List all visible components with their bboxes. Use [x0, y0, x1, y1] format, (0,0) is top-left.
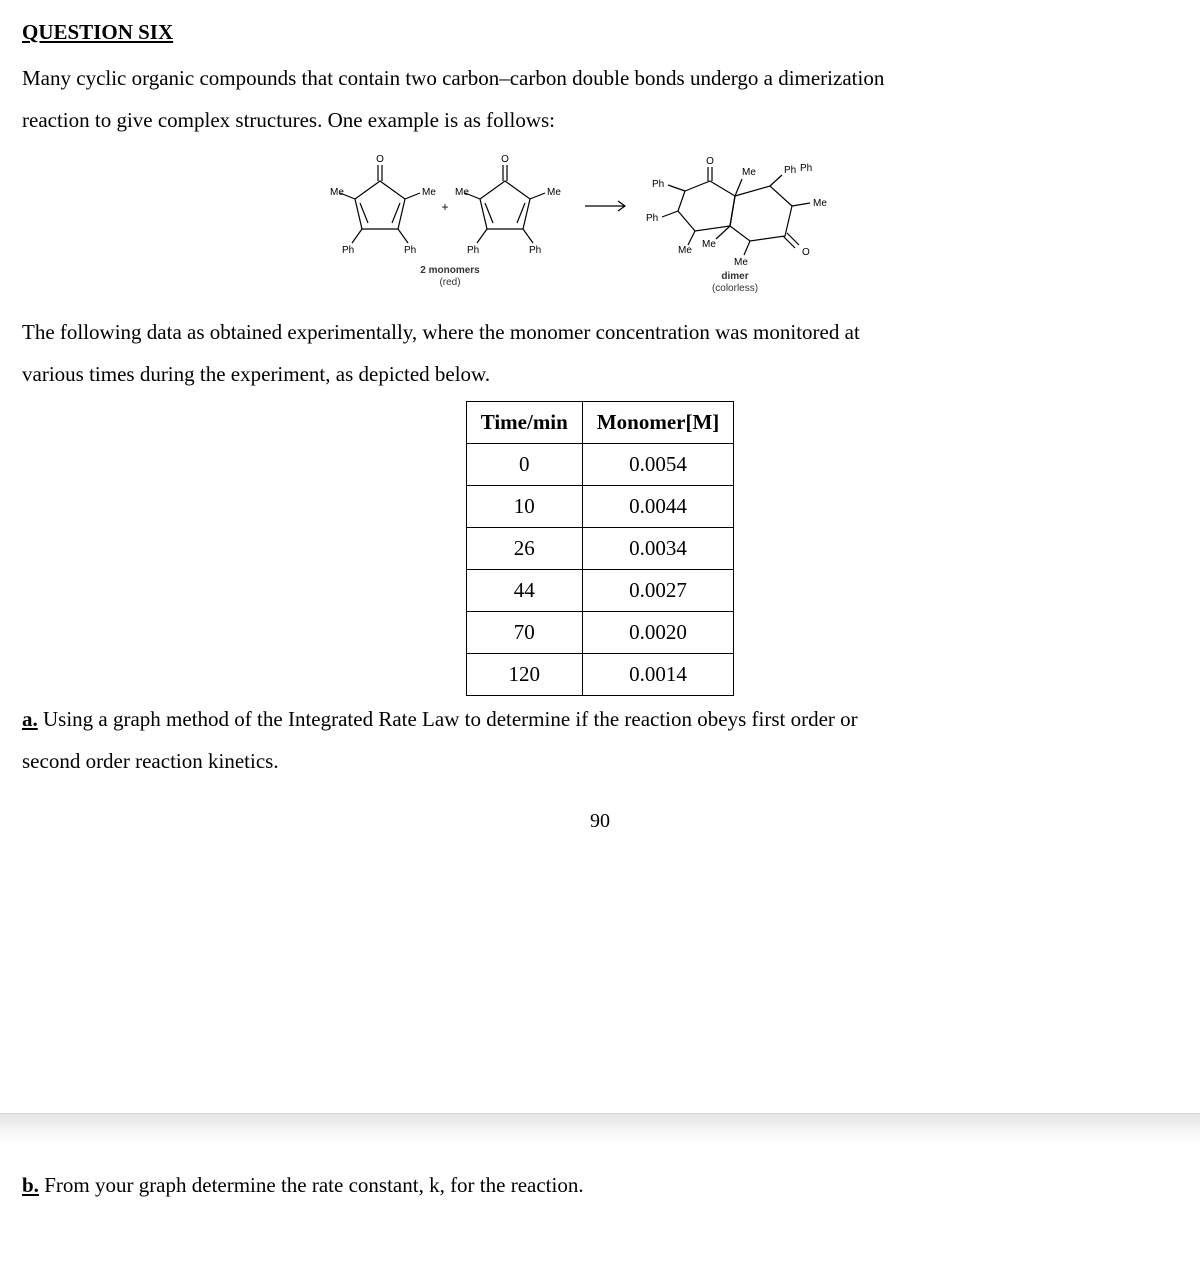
label-ph: Ph	[646, 213, 658, 224]
intro-paragraph: Many cyclic organic compounds that conta…	[22, 57, 1178, 141]
dimer	[662, 167, 810, 255]
qa-text-2: second order reaction kinetics.	[22, 749, 279, 773]
monomer-1	[340, 165, 420, 243]
label-ph: Ph	[784, 165, 796, 176]
cell-time: 44	[466, 570, 582, 612]
label-ph: Ph	[800, 163, 812, 174]
data-table: Time/min Monomer[M] 0 0.0054 10 0.0044 2…	[466, 401, 735, 696]
cell-monomer: 0.0044	[582, 486, 733, 528]
para2-line-2: various times during the experiment, as …	[22, 362, 490, 386]
label-ph: Ph	[467, 245, 479, 256]
reaction-arrow-icon	[585, 201, 625, 211]
monomer-2	[465, 165, 545, 243]
label-me: Me	[678, 245, 692, 256]
question-b: b. From your graph determine the rate co…	[22, 1164, 1178, 1206]
label-ph: Ph	[404, 245, 416, 256]
table-row: 70 0.0020	[466, 612, 734, 654]
cell-monomer: 0.0014	[582, 654, 733, 696]
question-heading: QUESTION SIX	[22, 20, 1178, 45]
cell-time: 26	[466, 528, 582, 570]
label-me: Me	[702, 239, 716, 250]
cell-time: 10	[466, 486, 582, 528]
label-me: Me	[330, 187, 344, 198]
spacer	[22, 833, 1178, 1113]
cell-time: 70	[466, 612, 582, 654]
label-me: Me	[422, 187, 436, 198]
table-row: 26 0.0034	[466, 528, 734, 570]
label-o: O	[802, 247, 810, 258]
qa-text-1: Using a graph method of the Integrated R…	[38, 707, 858, 731]
label-me: Me	[813, 198, 827, 209]
data-paragraph: The following data as obtained experimen…	[22, 311, 1178, 395]
monomers-caption-1: 2 monomers	[420, 265, 480, 276]
qa-label: a.	[22, 707, 38, 731]
dimer-caption-2: (colorless)	[712, 283, 758, 294]
label-me: Me	[734, 257, 748, 268]
label-o: O	[501, 154, 509, 165]
cell-time: 120	[466, 654, 582, 696]
table-row: 120 0.0014	[466, 654, 734, 696]
reaction-svg: O Me Me Ph Ph + O Me	[290, 151, 910, 301]
label-me: Me	[742, 167, 756, 178]
label-ph: Ph	[652, 179, 664, 190]
cell-monomer: 0.0034	[582, 528, 733, 570]
page-divider-shadow	[0, 1113, 1200, 1144]
reaction-figure: O Me Me Ph Ph + O Me	[22, 151, 1178, 301]
qb-text: From your graph determine the rate const…	[39, 1173, 584, 1197]
label-ph: Ph	[529, 245, 541, 256]
col-header-monomer: Monomer[M]	[582, 402, 733, 444]
col-header-time: Time/min	[466, 402, 582, 444]
intro-line-2: reaction to give complex structures. One…	[22, 108, 555, 132]
table-row: 10 0.0044	[466, 486, 734, 528]
page-number: 90	[22, 810, 1178, 833]
label-ph: Ph	[342, 245, 354, 256]
cell-monomer: 0.0020	[582, 612, 733, 654]
table-header-row: Time/min Monomer[M]	[466, 402, 734, 444]
monomers-caption-2: (red)	[439, 277, 460, 288]
cell-monomer: 0.0054	[582, 444, 733, 486]
cell-time: 0	[466, 444, 582, 486]
qb-label: b.	[22, 1173, 39, 1197]
cell-monomer: 0.0027	[582, 570, 733, 612]
table-row: 0 0.0054	[466, 444, 734, 486]
plus-sign: +	[441, 200, 448, 214]
dimer-caption-1: dimer	[721, 271, 748, 282]
para2-line-1: The following data as obtained experimen…	[22, 320, 860, 344]
intro-line-1: Many cyclic organic compounds that conta…	[22, 66, 884, 90]
label-me: Me	[455, 187, 469, 198]
label-me: Me	[547, 187, 561, 198]
label-o: O	[376, 154, 384, 165]
table-row: 44 0.0027	[466, 570, 734, 612]
label-o: O	[706, 156, 714, 167]
question-a: a. Using a graph method of the Integrate…	[22, 698, 1178, 782]
